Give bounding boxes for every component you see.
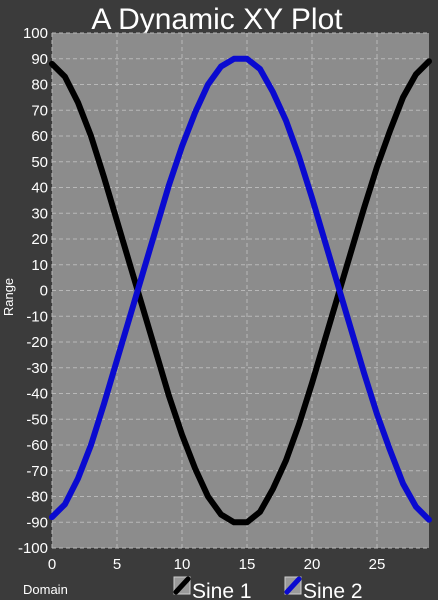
y-tick-label: -50 <box>26 411 48 428</box>
legend-label-sine-1: Sine 1 <box>192 580 252 600</box>
legend-label-sine-2: Sine 2 <box>303 580 363 600</box>
chart-title: A Dynamic XY Plot <box>91 3 343 36</box>
x-tick-label: 10 <box>174 556 191 573</box>
legend-swatch-line-sine-1 <box>173 576 191 595</box>
legend: Sine 1 Sine 2 <box>173 576 363 600</box>
y-tick-label: -20 <box>26 334 48 351</box>
series-layer <box>49 55 432 526</box>
y-tick-label: 40 <box>31 180 48 197</box>
x-axis-ticks: 0 5 10 15 20 25 <box>48 556 386 573</box>
y-tick-label: 0 <box>40 283 48 300</box>
series-line-sine-1 <box>49 58 432 526</box>
y-tick-label: 10 <box>31 257 48 274</box>
y-tick-label: 80 <box>31 77 48 94</box>
y-tick-label: -70 <box>26 463 48 480</box>
x-axis-label: Domain <box>23 582 68 597</box>
y-tick-label: -80 <box>26 489 48 506</box>
series-line-sine-2 <box>49 55 432 523</box>
y-tick-label: 50 <box>31 154 48 171</box>
legend-swatch-line-sine-2 <box>284 576 302 595</box>
y-tick-label: -30 <box>26 360 48 377</box>
x-tick-label: 15 <box>239 556 256 573</box>
x-tick-label: 25 <box>369 556 386 573</box>
y-tick-label: -40 <box>26 386 48 403</box>
grid-lines <box>51 32 429 549</box>
y-tick-label: -100 <box>18 540 48 557</box>
y-axis-ticks: 1009080706050403020100-10-20-30-40-50-60… <box>18 25 48 557</box>
plot-area <box>52 33 429 548</box>
y-tick-label: 100 <box>23 25 48 42</box>
y-tick-label: 60 <box>31 128 48 145</box>
y-tick-label: 20 <box>31 231 48 248</box>
y-tick-label: -10 <box>26 308 48 325</box>
y-tick-label: -60 <box>26 437 48 454</box>
y-tick-label: 90 <box>31 51 48 68</box>
y-tick-label: 30 <box>31 205 48 222</box>
x-tick-label: 5 <box>113 556 121 573</box>
x-tick-label: 20 <box>304 556 321 573</box>
y-tick-label: -90 <box>26 514 48 531</box>
y-axis-label: Range <box>1 278 16 316</box>
y-tick-label: 70 <box>31 102 48 119</box>
x-tick-label: 0 <box>48 556 56 573</box>
